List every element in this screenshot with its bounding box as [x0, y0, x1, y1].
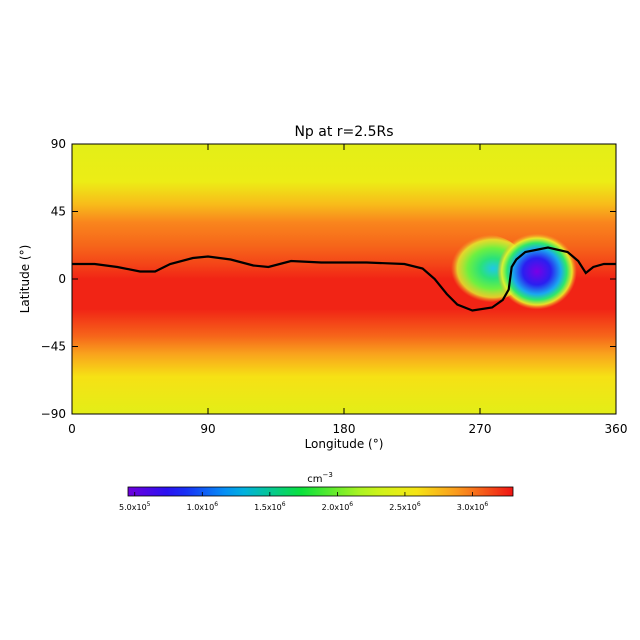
- colorbar-ticks: 5.0x105 1.0x106 1.5x106 2.0x106 2.5x106 3.0x1…: [119, 492, 488, 512]
- colorbar-tick-label: 2.5x106: [389, 501, 421, 512]
- chart-title: Np at r=2.5Rs: [294, 124, 393, 140]
- colorbar-unit: cm−3: [307, 471, 333, 485]
- x-tick-label: 90: [200, 422, 215, 436]
- features-layer: [442, 233, 577, 310]
- colorbar-tick-label: 5.0x105: [119, 501, 151, 512]
- colorbar: cm−3 5.0x105 1.0x106 1.5x106 2.0x106 2.5x106…: [119, 471, 514, 512]
- y-tick-label: 90: [51, 137, 66, 151]
- colorbar-tick-label: 1.5x106: [254, 501, 286, 512]
- colorbar-tick-label: 1.0x106: [187, 501, 219, 512]
- x-axis-label: Longitude (°): [305, 437, 384, 451]
- y-axis-label: Latitude (°): [18, 245, 32, 314]
- x-tick-label: 360: [605, 422, 628, 436]
- x-tick-label: 180: [333, 422, 356, 436]
- y-tick-label: 45: [51, 205, 66, 219]
- colorbar-tick-label: 3.0x106: [457, 501, 489, 512]
- feature-low-density-east: [496, 233, 577, 310]
- x-axis: 0 90 180 270 360: [68, 144, 627, 436]
- y-tick-label: 0: [58, 272, 66, 286]
- colorbar-bar: [127, 486, 514, 497]
- y-tick-label: −45: [41, 340, 66, 354]
- x-tick-label: 270: [469, 422, 492, 436]
- heatmap-area: [72, 144, 616, 414]
- y-tick-label: −90: [41, 407, 66, 421]
- colorbar-tick-label: 2.0x106: [322, 501, 354, 512]
- x-tick-label: 0: [68, 422, 76, 436]
- neutral-line: [72, 246, 616, 312]
- y-axis: 90 45 0 −45 −90: [41, 137, 616, 421]
